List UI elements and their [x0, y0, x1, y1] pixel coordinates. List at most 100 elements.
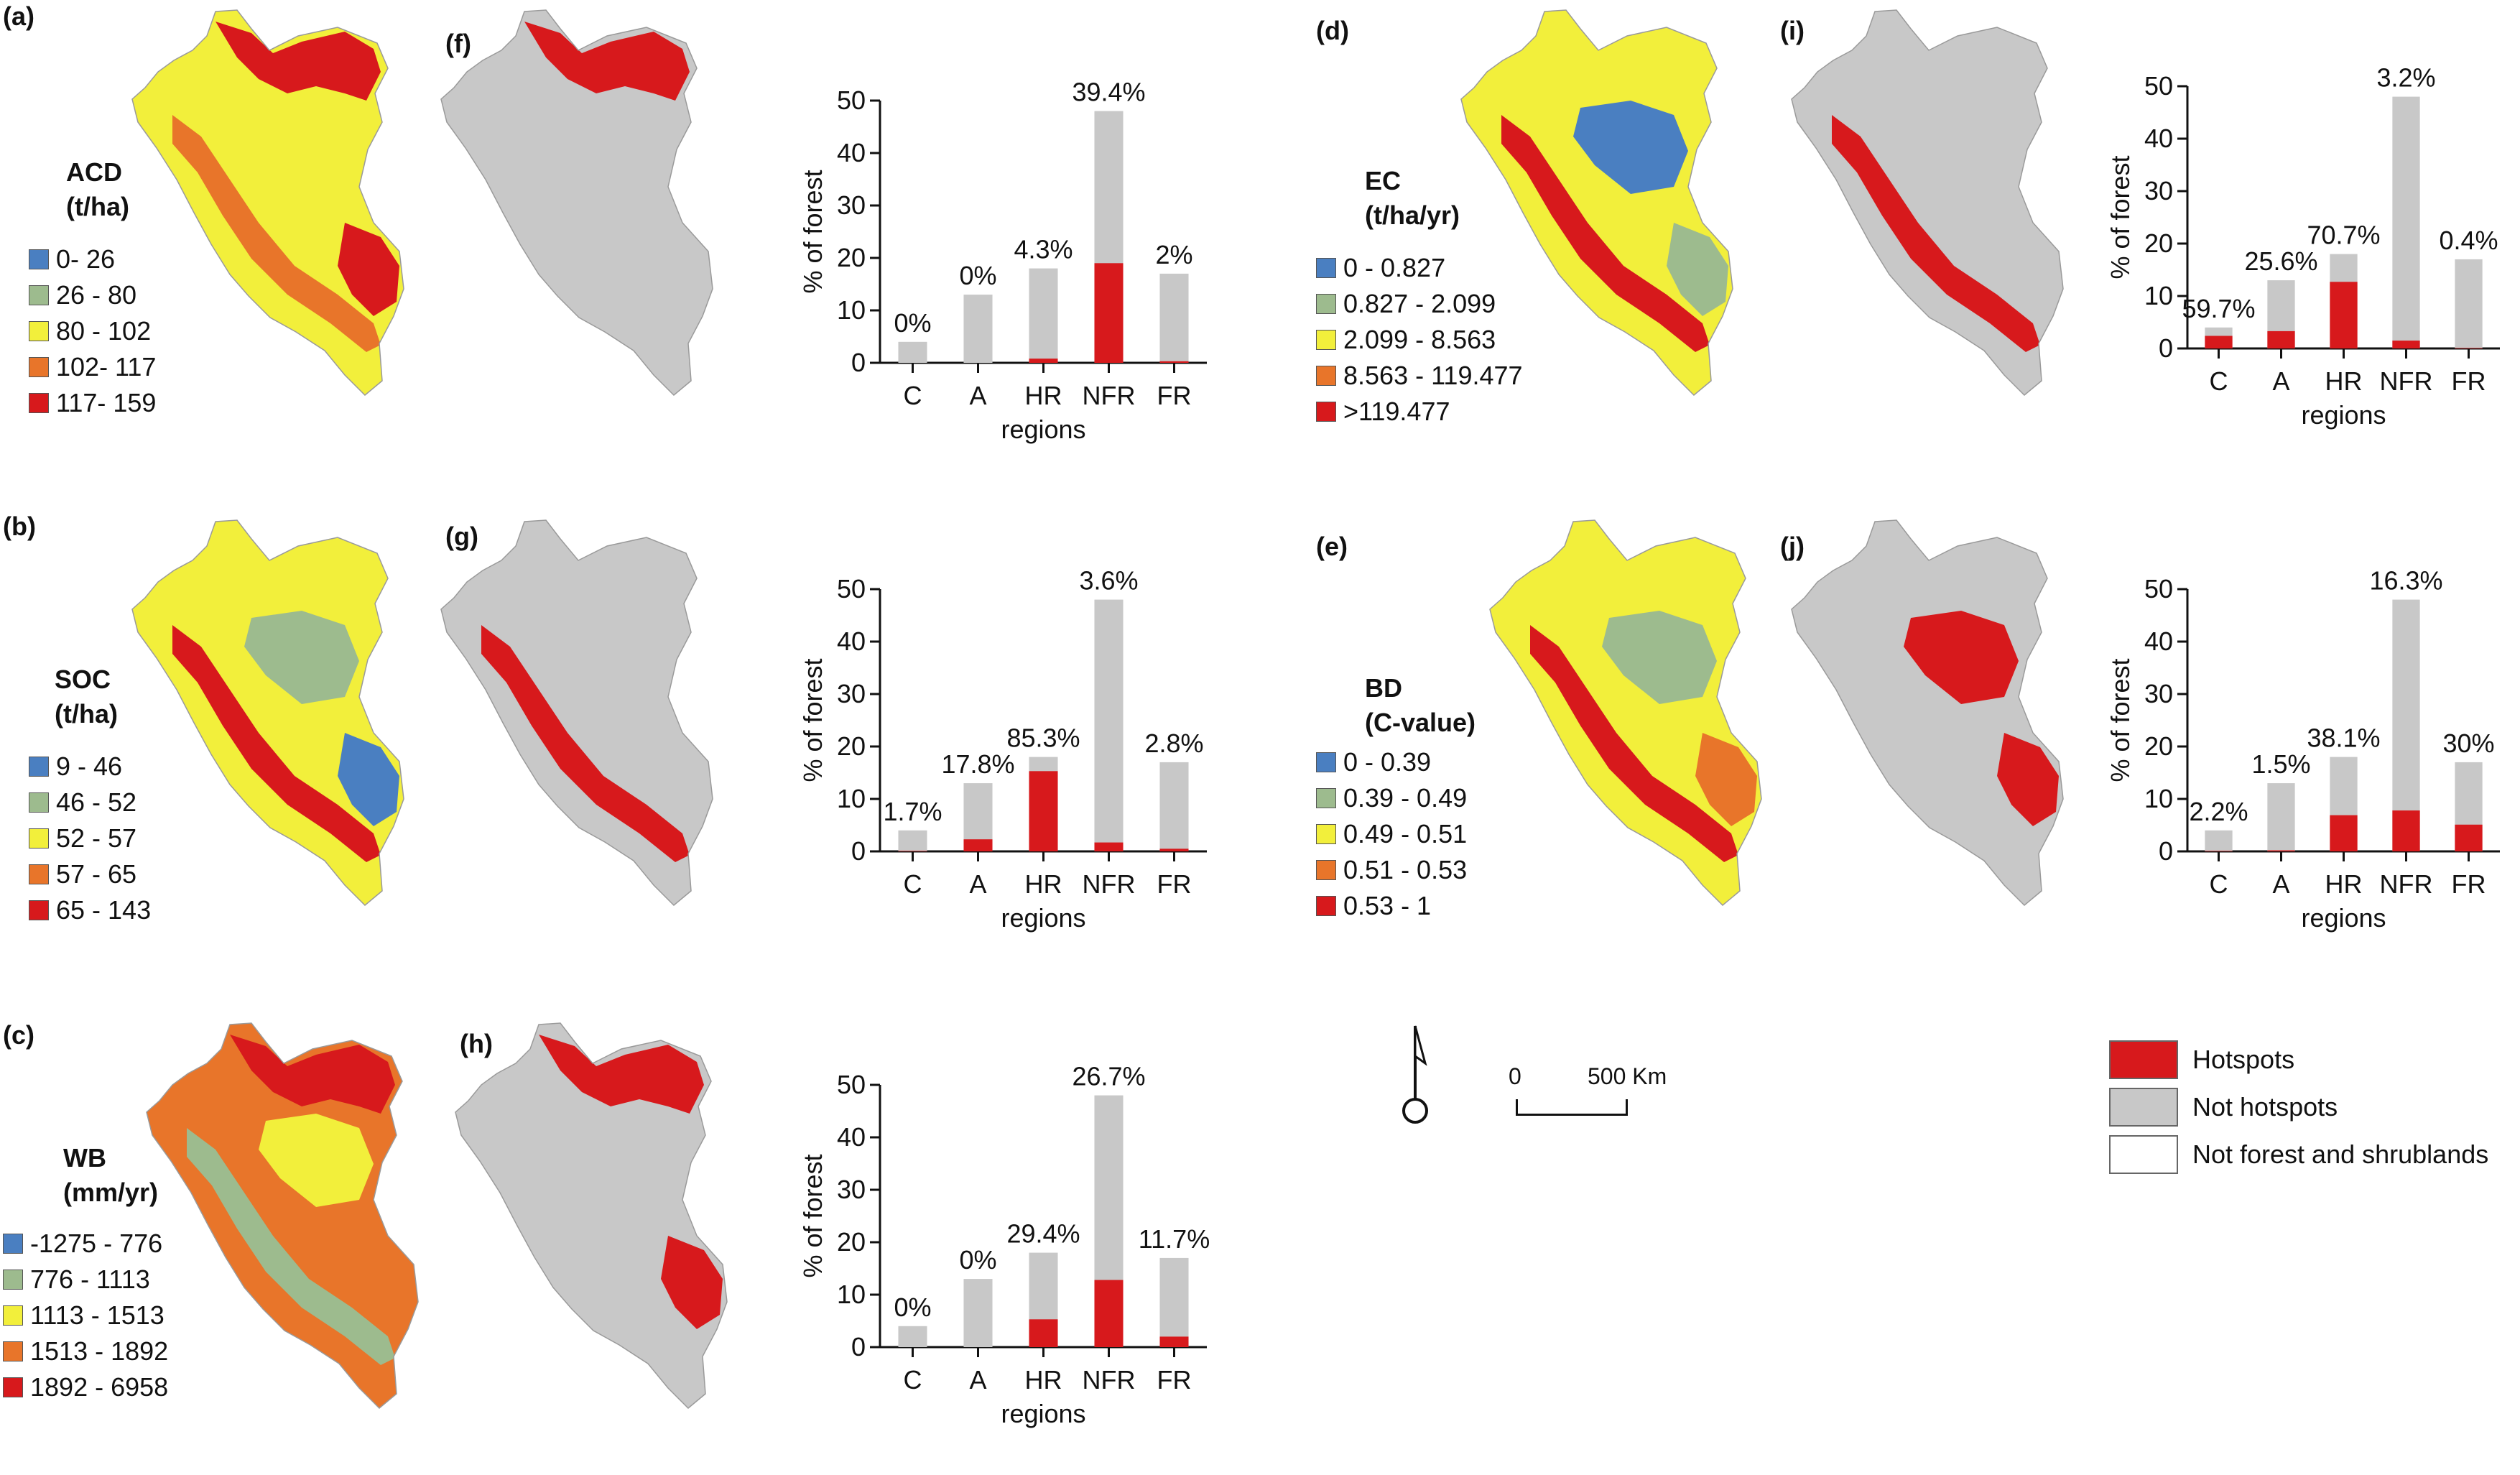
map-region-base [441, 10, 713, 395]
legend-acd-var: ACD [66, 157, 122, 187]
legend-item: 57 - 65 [29, 856, 151, 892]
legend-item: 0.827 - 2.099 [1316, 286, 1523, 322]
y-tick-label: 20 [837, 731, 866, 761]
bar-not-hotspot-FR [2455, 259, 2483, 348]
x-tick-label: A [2272, 366, 2289, 396]
legend-swatch [29, 828, 49, 849]
bar-hotspot-C [2205, 336, 2233, 348]
legend-swatch [1316, 896, 1336, 916]
legend-wb-items: -1275 - 776 776 - 1113 1113 - 1513 1513 … [3, 1226, 168, 1405]
bar-not-hotspot-C [898, 1326, 927, 1347]
map-region-center [1602, 611, 1717, 704]
bar-chart-h: 0 10 20 30 40 50 % of forest 0% C 0% A 29.4% HR 26.7%… [798, 1062, 1210, 1428]
key-label: Hotspots [2192, 1045, 2295, 1074]
x-axis-label: regions [2301, 903, 2386, 933]
y-tick-label: 50 [837, 574, 866, 604]
y-axis-label: % of forest [798, 658, 828, 782]
y-tick-label: 0 [851, 1332, 866, 1361]
legend-wb-unit: (mm/yr) [63, 1178, 159, 1207]
panel-letter-c: (c) [3, 1020, 34, 1050]
bar-annotation: 85.3% [1006, 723, 1080, 753]
bar-hotspot-NFR [1094, 263, 1124, 363]
bar-not-hotspot-C [2205, 830, 2233, 851]
key-item-hotspots: Hotspots [2109, 1036, 2488, 1083]
scale-bar-label: 500 Km [1588, 1063, 1667, 1089]
scale-bar: 0 500 Km [1509, 1063, 1667, 1121]
legend-swatch [29, 321, 49, 341]
y-tick-label: 50 [2144, 574, 2173, 604]
x-tick-label: FR [1157, 381, 1192, 410]
legend-soc-title: SOC (t/ha) [29, 662, 151, 731]
legend-item-label: 0.51 - 0.53 [1343, 855, 1468, 884]
legend-swatch [29, 792, 49, 813]
y-tick-label: 20 [837, 243, 866, 272]
legend-swatch [29, 757, 49, 777]
bar-annotation: 30% [2442, 729, 2494, 758]
x-tick-label: FR [1157, 869, 1192, 899]
legend-item-label: 80 - 102 [56, 316, 152, 346]
bar-annotation: 26.7% [1072, 1062, 1145, 1091]
legend-item: 0.51 - 0.53 [1316, 852, 1476, 888]
bar-hotspot-NFR [2392, 341, 2420, 348]
bar-annotation: 16.3% [2369, 566, 2442, 596]
y-axis-label: % of forest [798, 170, 828, 293]
x-tick-label: C [904, 381, 922, 410]
y-tick-label: 20 [837, 1227, 866, 1257]
y-tick-label: 30 [837, 679, 866, 708]
y-tick-label: 50 [2144, 71, 2173, 101]
map-c [146, 1022, 419, 1410]
y-tick-label: 40 [837, 626, 866, 656]
legend-item-label: 0.49 - 0.51 [1343, 819, 1468, 849]
bar-hotspot-NFR [2392, 810, 2420, 851]
bar-annotation: 0% [894, 308, 931, 338]
legend-item: 1113 - 1513 [3, 1298, 168, 1333]
bar-annotation: 17.8% [941, 749, 1014, 779]
legend-item: 776 - 1113 [3, 1262, 168, 1298]
legend-acd-unit: (t/ha) [66, 192, 129, 221]
legend-item: 0 - 0.39 [1316, 744, 1476, 780]
legend-item-label: 65 - 143 [56, 895, 152, 925]
map-fill-group [132, 10, 404, 395]
legend-soc-var: SOC [55, 665, 111, 694]
x-axis-label: regions [1001, 415, 1085, 444]
bar-chart-i: 0 10 20 30 40 50 % of forest 59.7% C 25.6% A 70.7% H… [2106, 63, 2500, 430]
bar-hotspot-FR [1159, 1336, 1189, 1347]
bar-annotation: 29.4% [1006, 1219, 1080, 1249]
bar-annotation: 70.7% [2307, 221, 2380, 250]
y-tick-label: 10 [2144, 281, 2173, 310]
bar-not-hotspot-FR [1159, 762, 1189, 851]
bar-hotspot-NFR [1094, 1280, 1124, 1347]
x-tick-label: C [904, 869, 922, 899]
legend-item-label: 26 - 80 [56, 280, 137, 310]
bar-annotation: 25.6% [2244, 246, 2317, 276]
legend-swatch [1316, 258, 1336, 278]
legend-swatch [1316, 294, 1336, 314]
legend-item: 65 - 143 [29, 892, 151, 928]
bar-annotation: 1.7% [883, 797, 942, 826]
map-outline [1489, 519, 1762, 907]
x-tick-label: A [969, 869, 986, 899]
bar-not-hotspot-C [898, 341, 927, 363]
legend-item: 0- 26 [29, 241, 156, 277]
legend-swatch [3, 1270, 23, 1290]
y-tick-label: 50 [837, 85, 866, 115]
legend-bd: BD (C-value) 0 - 0.39 0.39 - 0.49 0.49 -… [1316, 671, 1476, 924]
map-fill-group [1490, 520, 1761, 905]
map-region-andes [172, 625, 381, 862]
legend-swatch [29, 900, 49, 920]
legend-item-label: 0 - 0.827 [1343, 253, 1446, 282]
x-tick-label: FR [1157, 1365, 1192, 1395]
legend-item: 1513 - 1892 [3, 1333, 168, 1369]
bar-hotspot-A [2267, 330, 2295, 348]
y-tick-label: 30 [2144, 679, 2173, 708]
legend-ec-items: 0 - 0.827 0.827 - 2.099 2.099 - 8.563 8.… [1316, 250, 1523, 430]
key-label: Not forest and shrublands [2192, 1139, 2489, 1169]
map-outline [440, 9, 713, 397]
legend-bd-unit: (C-value) [1365, 708, 1476, 737]
bar-hotspot-FR [2455, 824, 2483, 851]
bar-annotation: 39.4% [1072, 78, 1145, 107]
map-outline [1460, 9, 1733, 397]
legend-item-label: -1275 - 776 [30, 1229, 163, 1258]
bar-annotation: 0% [959, 1245, 996, 1275]
x-tick-label: C [2210, 869, 2228, 899]
